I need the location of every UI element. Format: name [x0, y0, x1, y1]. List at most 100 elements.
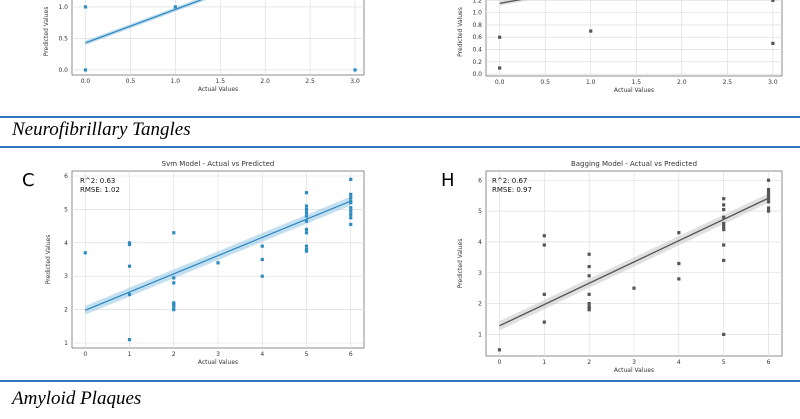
chart-top-left-xtick-label: 0.0 — [81, 78, 91, 85]
chart-c-xtick-label: 3 — [216, 351, 220, 358]
chart-h-ytick-label: 6 — [478, 177, 482, 184]
section-rule-top — [0, 116, 800, 118]
chart-c-point — [349, 192, 353, 196]
chart-c-point — [260, 257, 264, 262]
chart-c-xtick-label: 5 — [305, 351, 309, 358]
chart-c-point — [260, 244, 264, 248]
chart-top-left-xtick-label: 2.5 — [305, 78, 315, 85]
chart-h-point — [722, 224, 726, 229]
chart-c-ytick-label: 5 — [64, 206, 68, 213]
chart-h-point — [722, 203, 726, 207]
chart-h-xlabel: Actual Values — [614, 367, 654, 374]
chart-c-point — [349, 201, 353, 205]
chart-h-point — [542, 320, 546, 324]
chart-h-xtick-label: 0 — [498, 359, 502, 366]
chart-h-point — [766, 197, 771, 201]
chart-c-point — [349, 206, 353, 210]
chart-h-point — [722, 207, 726, 212]
chart-h-point — [542, 234, 546, 238]
chart-h-point — [766, 187, 771, 192]
chart-top-left-confidence-band — [85, 0, 207, 46]
chart-top-right-xtick-label: 2.0 — [677, 79, 687, 86]
chart-h-point — [587, 264, 591, 269]
chart-h-point — [497, 348, 502, 352]
chart-top-left-point — [83, 68, 88, 72]
chart-h-point — [587, 301, 591, 306]
chart-c-point — [349, 209, 353, 213]
chart-top-left-ytick-label: 0.0 — [58, 67, 68, 74]
chart-h-stat-rmse: RMSE: 0.97 — [492, 186, 532, 194]
chart-top-right-ylabel: Predicted Values — [457, 7, 464, 57]
chart-c-point — [172, 302, 176, 307]
chart-top-left-point — [83, 5, 88, 9]
chart-c-stat-r2: R^2: 0.63 — [80, 177, 115, 185]
chart-c-point — [304, 214, 309, 218]
chart-top-left-xlabel: Actual Values — [198, 86, 238, 93]
section-title-tangles: Neurofibrillary Tangles — [12, 119, 191, 140]
chart-h-point — [587, 274, 591, 278]
chart-top-left-regression-line — [85, 0, 203, 44]
chart-c-point — [172, 276, 176, 280]
chart-c-point — [304, 247, 309, 252]
chart-c-point — [172, 281, 176, 285]
chart-c-ytick-label: 2 — [64, 307, 68, 314]
chart-top-right-point — [498, 66, 502, 70]
chart-h-point — [766, 209, 771, 213]
chart-h-xtick-label: 1 — [542, 359, 546, 366]
chart-h-point — [766, 206, 771, 210]
chart-h-point — [677, 231, 681, 235]
chart-c-xtick-label: 6 — [349, 351, 353, 358]
chart-h-stat-r2: R^2: 0.67 — [492, 177, 527, 185]
chart-h-regression-line — [499, 197, 769, 327]
chart-h-xtick-label: 3 — [632, 359, 636, 366]
chart-c-point — [172, 304, 176, 308]
chart-h-xtick-label: 5 — [722, 359, 726, 366]
chart-top-left-xtick-label: 3.0 — [350, 78, 360, 85]
chart-top-right-ytick-label: 0.4 — [472, 47, 482, 54]
chart-c-point — [172, 301, 176, 305]
panel-letter-h: H — [441, 170, 455, 191]
chart-h-title: Bagging Model - Actual vs Predicted — [571, 160, 697, 168]
chart-top-right-xtick-label: 0.5 — [540, 79, 550, 86]
chart-top-right-xlabel: Actual Values — [614, 87, 654, 94]
chart-h-point — [766, 200, 771, 204]
chart-top-right-xtick-label: 0.0 — [495, 79, 505, 86]
chart-c-ylabel: Predicted Values — [45, 235, 52, 285]
chart-h-point — [766, 190, 771, 195]
chart-c-point — [127, 264, 132, 268]
section-rule-mid — [0, 146, 800, 148]
chart-top-left-xtick-label: 1.5 — [215, 78, 225, 85]
chart-h-point — [587, 252, 591, 256]
panel-letter-c: C — [22, 170, 35, 191]
chart-c-xtick-label: 0 — [83, 351, 87, 358]
chart-h-ytick-label: 1 — [478, 331, 482, 338]
chart-c-point — [349, 216, 353, 220]
chart-c-point — [172, 307, 176, 312]
chart-h-point — [587, 292, 591, 296]
chart-c-point — [349, 196, 353, 200]
chart-c-point — [127, 292, 132, 297]
chart-top-left-ytick-label: 0.5 — [58, 35, 68, 42]
chart-c-ytick-label: 1 — [64, 340, 68, 347]
chart-h-xtick-label: 4 — [677, 359, 681, 366]
chart-c-ytick-label: 6 — [64, 173, 68, 180]
chart-c-point — [127, 241, 132, 245]
chart-c-point — [83, 251, 87, 255]
section-title-plaques: Amyloid Plaques — [12, 388, 142, 409]
chart-h-point — [542, 243, 546, 247]
chart-top-right-frame — [485, 0, 783, 77]
chart-c-point — [172, 231, 176, 235]
chart-top-right-point — [498, 35, 502, 39]
chart-h-point — [722, 227, 726, 232]
chart-h-ytick-label: 5 — [478, 208, 482, 215]
chart-top-left-point — [173, 5, 177, 9]
chart-c-point — [349, 222, 353, 227]
chart-c-point — [304, 227, 309, 232]
chart-c-point — [304, 249, 309, 253]
chart-c-xtick-label: 4 — [260, 351, 264, 358]
chart-c-xtick-label: 2 — [172, 351, 176, 358]
chart-top-left-xtick-label: 2.0 — [260, 78, 270, 85]
chart-top-right-xtick-label: 2.5 — [723, 79, 733, 86]
chart-c-point — [349, 199, 353, 203]
